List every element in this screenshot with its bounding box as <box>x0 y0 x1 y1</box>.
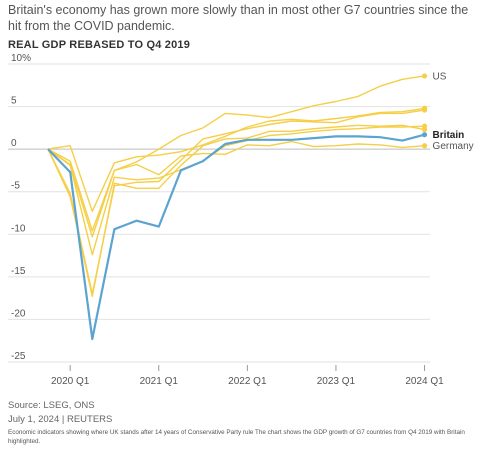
x-axis-tick-labels: 2020 Q1 2021 Q1 2022 Q1 2023 Q1 2024 Q1 <box>51 365 444 387</box>
source-note: Source: LSEG, ONS <box>8 400 95 411</box>
chart-caption: Economic indicators showing where UK sta… <box>8 429 465 445</box>
y-tick-label: -20 <box>11 308 26 319</box>
series-end-point <box>421 107 428 113</box>
y-tick-label: -25 <box>11 351 26 362</box>
y-tick-label: 0 <box>11 138 17 149</box>
x-tick-label: 2024 Q1 <box>405 376 444 387</box>
chart-title: REAL GDP REBASED TO Q4 2019 <box>8 39 191 51</box>
y-axis-tick-labels: 10% 5 0 -5 -10 -15 -20 -25 <box>11 53 31 362</box>
series-end-point <box>421 73 428 79</box>
series-label-britain: Britain <box>433 130 465 141</box>
y-tick-label: -10 <box>11 223 26 234</box>
series-line-us <box>47 75 425 232</box>
gridlines <box>8 63 430 363</box>
x-tick-label: 2023 Q1 <box>317 376 356 387</box>
x-tick-label: 2022 Q1 <box>228 376 267 387</box>
chart-subtitle: Britain's economy has grown more slowly … <box>8 3 469 33</box>
y-tick-label: -15 <box>11 266 26 277</box>
series-line-country-4 <box>47 124 425 298</box>
y-tick-label: 5 <box>11 96 17 107</box>
x-tick-label: 2020 Q1 <box>51 376 90 387</box>
series-end-point <box>421 126 428 133</box>
series-line-britain <box>47 133 425 341</box>
publish-date: July 1, 2024 | REUTERS <box>8 414 113 425</box>
series-label-us: US <box>433 71 447 82</box>
series-lines <box>47 73 428 341</box>
series-label-germany: Germany <box>433 141 474 152</box>
series-line-germany <box>47 140 425 238</box>
series-end-point <box>421 132 428 138</box>
x-tick-label: 2021 Q1 <box>140 376 179 387</box>
y-tick-label: 10% <box>11 53 31 64</box>
series-line-country-3 <box>47 125 425 256</box>
y-tick-label: -5 <box>11 181 20 192</box>
series-end-point <box>421 143 428 149</box>
